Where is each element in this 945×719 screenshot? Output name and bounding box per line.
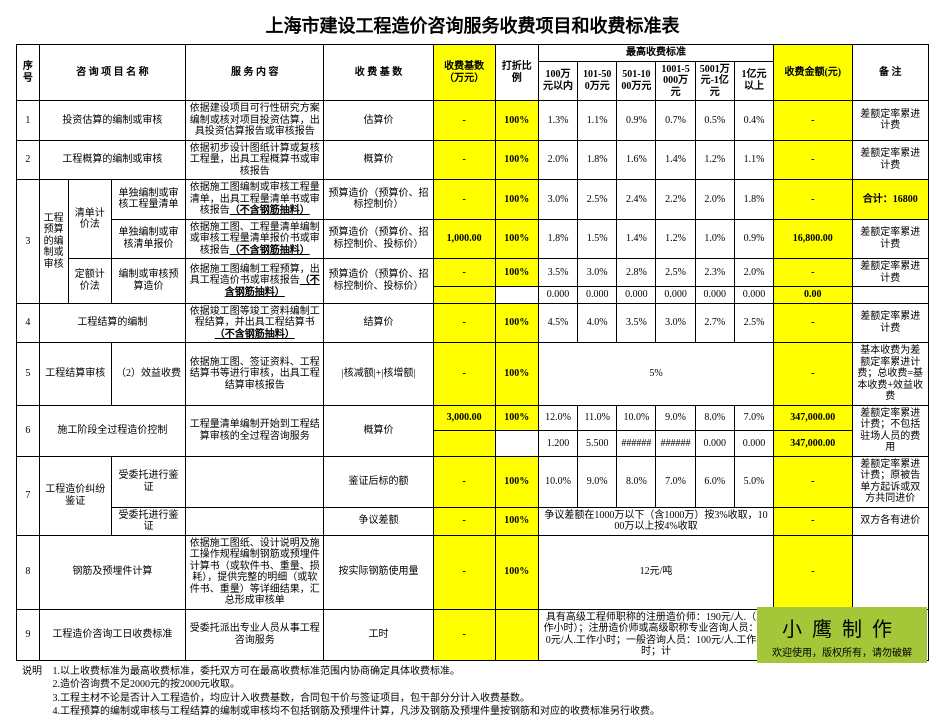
table-row: 单独编制或审核清单报价 依据施工图、工程量清单编制或审核工程量清单报价书或审核报… <box>17 219 929 259</box>
cap-0: 100万元以内 <box>538 61 577 101</box>
table-row: 5 工程结算审核 （2）效益收费 依据施工图、签证资料、工程结算书等进行审核，出… <box>17 343 929 406</box>
fee-standard-table: 序号 咨 询 项 目 名 称 服 务 内 容 收 费 基 数 收费基数（万元） … <box>16 44 929 661</box>
table-row: 受委托进行鉴证 争议差额 - 100% 争议差额在1000万以下（含1000万）… <box>17 507 929 535</box>
hdr-projname: 咨 询 项 目 名 称 <box>39 45 185 101</box>
hdr-seq: 序号 <box>17 45 40 101</box>
cap-2: 501-1000万元 <box>617 61 656 101</box>
hdr-amount: 收费金额(元) <box>774 45 852 101</box>
cap-3: 1001-5000万元 <box>656 61 695 101</box>
table-row: 6 施工阶段全过程造价控制 工程量清单编制开始到工程结算审核的全过程咨询服务 概… <box>17 405 929 431</box>
table-row: 定额计价法 编制或审核预算造价 依据施工图编制工程预算，出具工程造价书或审核报告… <box>17 259 929 287</box>
table-row: 7 工程造价纠纷鉴证 受委托进行鉴证 鉴证后标的额 - 100% 10.0%9.… <box>17 456 929 507</box>
table-row: 1 投资估算的编制或审核 依据建设项目可行性研究方案编制或核对项目投资估算，出具… <box>17 101 929 141</box>
table-row: 4 工程结算的编制 依据竣工图等竣工资料编制工程结算，并出具工程结算书（不含钢筋… <box>17 303 929 343</box>
table-row: 3 工程预算的编制或审核 清单计价法 单独编制或审核工程量清单 依据施工图编制或… <box>17 180 929 220</box>
cap-4: 5001万元-1亿元 <box>695 61 734 101</box>
cap-1: 101-500万元 <box>578 61 617 101</box>
header-row-1: 序号 咨 询 项 目 名 称 服 务 内 容 收 费 基 数 收费基数（万元） … <box>17 45 929 62</box>
table-row: 8 钢筋及预埋件计算 依据施工图纸、设计说明及施工操作规程编制钢筋或预埋件计算书… <box>17 535 929 609</box>
hdr-discount: 打折比例 <box>495 45 538 101</box>
watermark-stamp: 小鹰制作 欢迎使用，版权所有，请勿破解 <box>757 607 927 663</box>
hdr-service: 服 务 内 容 <box>186 45 324 101</box>
hdr-cap-group: 最高收费标准 <box>538 45 773 62</box>
table-row: 2 工程概算的编制或审核 依据初步设计图纸计算或复核工程量，出具工程概算书或审核… <box>17 140 929 180</box>
cap-5: 1亿元以上 <box>734 61 773 101</box>
hdr-base-wy: 收费基数（万元） <box>433 45 495 101</box>
hdr-base: 收 费 基 数 <box>324 45 433 101</box>
footnotes: 说明 1.以上收费标准为最高收费标准，委托双方可在最高收费标准范围内协商确定具体… <box>16 665 929 719</box>
page-title: 上海市建设工程造价咨询服务收费项目和收费标准表 <box>16 12 929 38</box>
hdr-remark: 备 注 <box>852 45 929 101</box>
